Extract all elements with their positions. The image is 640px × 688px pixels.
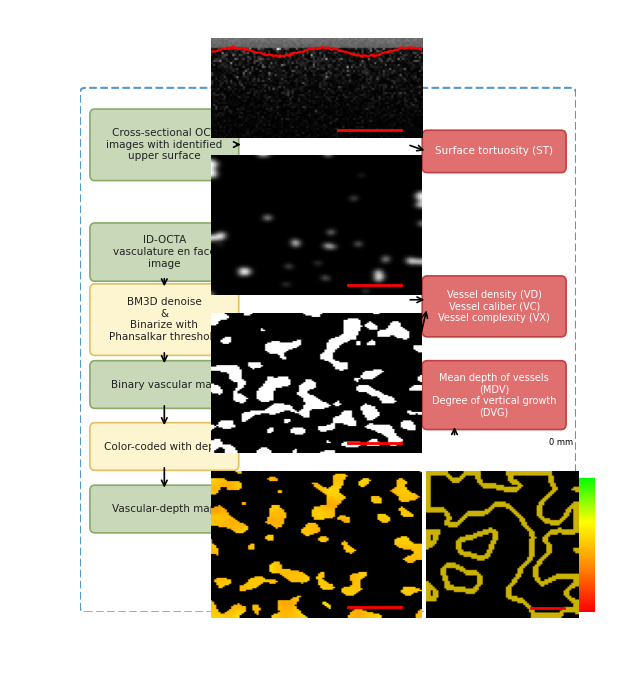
Text: (d): (d) [317,563,333,574]
Text: 0 mm: 0 mm [548,438,573,447]
Text: ↑: ↑ [323,85,333,95]
FancyBboxPatch shape [90,422,239,471]
FancyBboxPatch shape [90,223,239,281]
FancyBboxPatch shape [90,284,239,356]
Text: (e): (e) [461,563,477,574]
FancyBboxPatch shape [422,361,566,429]
FancyBboxPatch shape [422,130,566,173]
FancyBboxPatch shape [90,361,239,409]
FancyBboxPatch shape [422,276,566,337]
FancyBboxPatch shape [90,109,239,180]
Text: BM3D denoise
&
Binarize with
Phansalkar threshold: BM3D denoise & Binarize with Phansalkar … [109,297,220,342]
Text: (c): (c) [318,436,333,447]
Text: ID-OCTA
vasculature en face
image: ID-OCTA vasculature en face image [113,235,216,269]
Text: Cross-sectional OCT
images with identified
upper surface: Cross-sectional OCT images with identifi… [106,128,223,162]
Text: Vessel density (VD)
Vessel caliber (VC)
Vessel complexity (VX): Vessel density (VD) Vessel caliber (VC) … [438,290,550,323]
Text: (b): (b) [317,314,333,325]
Text: Color-coded with depth: Color-coded with depth [104,442,225,451]
Text: Binary vascular map: Binary vascular map [111,380,218,389]
Text: Mean depth of vessels
(MDV)
Degree of vertical growth
(DVG): Mean depth of vessels (MDV) Degree of ve… [432,373,556,418]
Text: (a): (a) [317,192,333,202]
Text: 1 mm: 1 mm [548,550,573,559]
FancyBboxPatch shape [90,485,239,533]
Text: Surface tortuosity (ST): Surface tortuosity (ST) [435,147,553,156]
Text: Vascular-depth map: Vascular-depth map [112,504,216,514]
